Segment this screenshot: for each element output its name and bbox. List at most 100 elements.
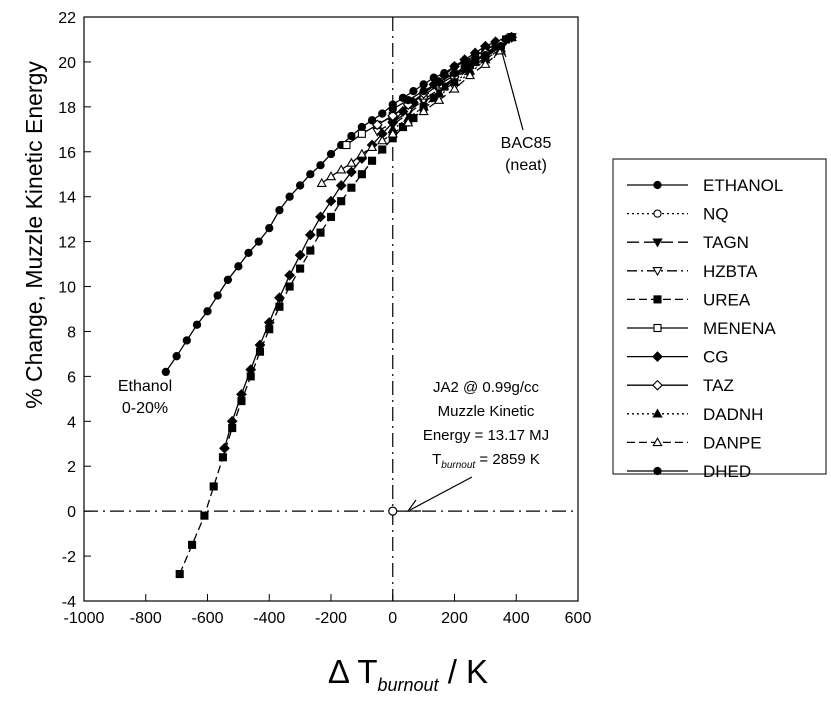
- y-tick-label-5: 6: [67, 369, 76, 386]
- legend-marker-dadnh: [652, 408, 663, 418]
- annotation-reference-t: T: [432, 451, 441, 468]
- point-dhed-4: [450, 69, 459, 78]
- point-urea-12: [296, 264, 305, 273]
- x-axis-label-sub: burnout: [377, 675, 439, 695]
- point-ethanol-3: [192, 320, 202, 329]
- annotation-bac85-arrowhead: [493, 43, 507, 59]
- point-urea-18: [357, 170, 366, 179]
- annotation-reference-arrow: [409, 476, 473, 511]
- legend-marker-taz: [652, 379, 663, 391]
- y-axis-label: % Change, Muzzle Kinetic Energy: [21, 61, 47, 409]
- point-urea-4: [218, 453, 227, 462]
- point-danpe-13: [480, 58, 491, 68]
- legend-marker-ethanol: [653, 180, 662, 190]
- reference-point: [388, 506, 398, 516]
- legend-item-taz: TAZ: [627, 376, 734, 395]
- annotation-reference-line3: Energy = 13.17 MJ: [423, 427, 549, 444]
- legend-marker-danpe: [652, 437, 663, 447]
- point-danpe-7: [387, 128, 398, 138]
- point-cg-18: [397, 105, 409, 117]
- annotation-bac85-line1: BAC85: [501, 135, 552, 152]
- x-tick-label-3: -400: [253, 610, 285, 627]
- point-ethanol-18: [347, 131, 356, 141]
- point-danpe-3: [346, 157, 357, 167]
- annotation-reference-line4: Tburnout = 2859 K: [432, 451, 540, 471]
- point-danpe-0: [316, 177, 327, 187]
- y-tick-label-13: 22: [58, 10, 76, 27]
- legend-item-menena: MENENA: [627, 319, 776, 338]
- point-danpe-11: [449, 83, 460, 93]
- point-urea-3: [209, 482, 218, 491]
- point-taz-1: [387, 110, 399, 122]
- legend-label-nq: NQ: [703, 205, 729, 224]
- annotation-reference: JA2 @ 0.99g/cc Muzzle Kinetic Energy = 1…: [406, 379, 549, 512]
- point-urea-0: [175, 569, 184, 579]
- point-cg-4: [254, 339, 266, 351]
- legend-marker-menena: [653, 323, 662, 333]
- annotation-ethanol-line1: Ethanol: [118, 378, 172, 395]
- x-tick-label-7: 400: [503, 610, 530, 627]
- x-tick-label-1: -800: [130, 610, 162, 627]
- point-ethanol-10: [265, 223, 274, 233]
- y-tick-label-10: 16: [58, 145, 76, 162]
- annotation-ethanol: Ethanol 0-20%: [118, 378, 172, 417]
- point-dhed-8: [507, 33, 516, 42]
- point-urea-20: [378, 145, 387, 154]
- point-cg-22: [438, 70, 450, 81]
- x-tick-label-2: -600: [191, 610, 223, 627]
- legend-marker-nq: [653, 209, 662, 218]
- legend-marker-hzbta: [652, 267, 663, 277]
- x-tick-label-0: -1000: [64, 610, 105, 627]
- legend-label-menena: MENENA: [703, 319, 776, 338]
- point-cg-10: [315, 211, 326, 223]
- point-ethanol-11: [275, 206, 284, 215]
- point-ethanol-16: [326, 149, 336, 159]
- x-axis-label-main: Δ T: [328, 653, 378, 690]
- annotation-reference-arrowhead: [406, 499, 421, 512]
- y-tick-label-3: 2: [67, 459, 76, 476]
- x-axis-label: Δ Tburnout / K: [328, 653, 488, 695]
- point-cg-0: [219, 442, 230, 454]
- point-urea-15: [326, 212, 336, 221]
- series-layer: [161, 31, 517, 579]
- axes: -1000 -800 -600 -400 -200 0 200 400 600 -4 -2 0 2 4 6 8…: [58, 10, 591, 627]
- point-ethanol-9: [254, 237, 263, 246]
- point-urea-17: [347, 183, 356, 192]
- point-dhed-0: [388, 104, 397, 114]
- legend-item-nq: NQ: [627, 205, 729, 224]
- point-ethanol-6: [223, 275, 233, 284]
- point-ethanol-13: [295, 181, 305, 190]
- point-ethanol-19: [357, 122, 367, 132]
- point-menena-0: [342, 140, 351, 150]
- legend-label-taz: TAZ: [703, 376, 734, 395]
- annotation-reference-t-sub: burnout: [441, 460, 476, 471]
- point-ethanol-2: [182, 336, 191, 345]
- series-danpe: [316, 31, 517, 187]
- legend-label-urea: UREA: [703, 290, 751, 309]
- point-danpe-5: [366, 141, 378, 152]
- legend-label-dadnh: DADNH: [703, 405, 763, 424]
- point-danpe-2: [336, 164, 347, 174]
- point-ethanol-4: [203, 307, 212, 316]
- point-menena-1: [357, 129, 366, 138]
- point-ethanol-1: [172, 352, 181, 361]
- point-ethanol-21: [378, 109, 387, 118]
- legend-marker-urea: [653, 295, 662, 304]
- legend-item-dhed: DHED: [627, 462, 751, 481]
- y-tick-label-11: 18: [58, 100, 76, 117]
- point-taz-0: [371, 119, 383, 131]
- y-tick-label-0: -4: [62, 594, 76, 611]
- legend-label-ethanol: ETHANOL: [703, 176, 783, 195]
- point-urea-13: [306, 246, 315, 255]
- point-dhed-1: [404, 95, 413, 105]
- legend-label-dhed: DHED: [703, 462, 751, 481]
- y-tick-label-12: 20: [58, 55, 76, 72]
- legend-label-hzbta: HZBTA: [703, 262, 758, 281]
- y-tick-label-2: 0: [67, 504, 76, 521]
- point-cg-11: [325, 195, 337, 207]
- point-danpe-4: [356, 148, 368, 158]
- point-urea-1: [188, 540, 197, 549]
- legend-item-urea: UREA: [627, 290, 751, 309]
- point-urea-11: [285, 282, 294, 291]
- series-dhed: [388, 33, 516, 114]
